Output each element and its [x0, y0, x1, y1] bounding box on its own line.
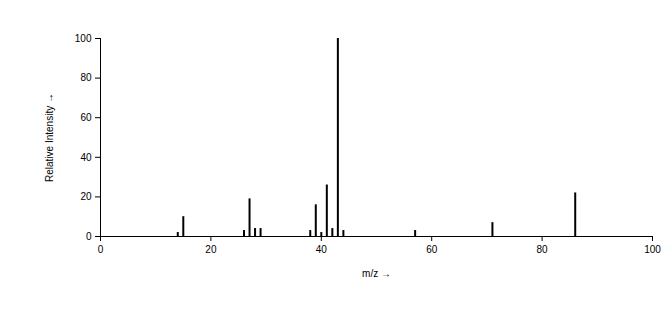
svg-text:0: 0 — [86, 231, 92, 242]
svg-text:20: 20 — [80, 191, 92, 202]
svg-text:40: 40 — [80, 152, 92, 163]
svg-text:100: 100 — [644, 244, 661, 255]
svg-text:20: 20 — [205, 244, 217, 255]
svg-text:80: 80 — [80, 72, 92, 83]
svg-text:40: 40 — [316, 244, 328, 255]
svg-text:60: 60 — [426, 244, 438, 255]
svg-text:m/z →: m/z → — [362, 268, 391, 279]
svg-text:60: 60 — [80, 112, 92, 123]
svg-text:Relative Intensity →: Relative Intensity → — [44, 93, 55, 182]
svg-text:80: 80 — [537, 244, 549, 255]
svg-text:0: 0 — [98, 244, 104, 255]
svg-text:100: 100 — [75, 33, 92, 44]
